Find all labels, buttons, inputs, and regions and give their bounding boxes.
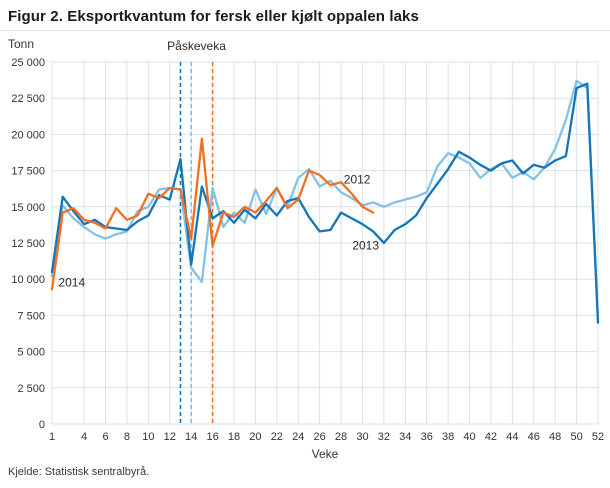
easter-annotation-label: Påskeveka: [167, 39, 226, 53]
x-tick-label: 4: [81, 431, 87, 443]
series-line-2013: [50, 82, 600, 324]
series-label-2012: 2012: [344, 173, 371, 187]
x-tick-label: 34: [399, 431, 411, 443]
x-tick-label: 20: [249, 431, 261, 443]
x-tick-label: 26: [314, 431, 326, 443]
x-tick-label: 38: [442, 431, 454, 443]
x-tick-label: 48: [549, 431, 561, 443]
y-tick-label: 12 500: [11, 238, 45, 250]
x-tick-label: 40: [463, 431, 475, 443]
y-tick-label: 5 000: [17, 347, 45, 359]
series-label-2013: 2013: [352, 239, 379, 253]
y-tick-label: 15 000: [11, 202, 45, 214]
x-tick-label: 50: [570, 431, 582, 443]
x-tick-label: 8: [124, 431, 130, 443]
x-tick-label: 36: [421, 431, 433, 443]
y-axis-title: Tonn: [8, 37, 34, 51]
x-tick-label: 6: [102, 431, 108, 443]
figure-title: Figur 2. Eksportkvantum for fersk eller …: [8, 8, 419, 25]
x-tick-label: 42: [485, 431, 497, 443]
x-tick-label: 52: [592, 431, 604, 443]
x-tick-label: 18: [228, 431, 240, 443]
x-tick-label: 22: [271, 431, 283, 443]
x-tick-label: 28: [335, 431, 347, 443]
series-line-2014: [50, 137, 375, 291]
x-tick-label: 46: [528, 431, 540, 443]
y-tick-label: 17 500: [11, 166, 45, 178]
x-tick-label: 32: [378, 431, 390, 443]
y-tick-label: 22 500: [11, 93, 45, 105]
y-tick-label: 0: [39, 419, 45, 431]
y-tick-label: 2 500: [17, 383, 45, 395]
x-tick-label: 14: [185, 431, 197, 443]
y-tick-label: 25 000: [11, 57, 45, 69]
x-tick-label: 24: [292, 431, 304, 443]
y-tick-label: 10 000: [11, 274, 45, 286]
y-tick-label: 7 500: [17, 310, 45, 322]
series-line-2012: [50, 79, 600, 321]
line-chart: 0 2 500 5 000 7 500 10 000 12 500 15 000 17 500…: [8, 37, 604, 461]
title-divider: [0, 30, 610, 31]
series-label-2014: 2014: [58, 275, 85, 289]
x-axis-title: Veke: [312, 447, 339, 461]
x-tick-label: 1: [49, 431, 55, 443]
x-tick-label: 10: [142, 431, 154, 443]
x-tick-label: 12: [164, 431, 176, 443]
x-tick-label: 30: [356, 431, 368, 443]
source-note: Kjelde: Statistisk sentralbyrå.: [8, 466, 150, 478]
x-tick-label: 44: [506, 431, 518, 443]
y-tick-label: 20 000: [11, 129, 45, 141]
x-tick-label: 16: [206, 431, 218, 443]
